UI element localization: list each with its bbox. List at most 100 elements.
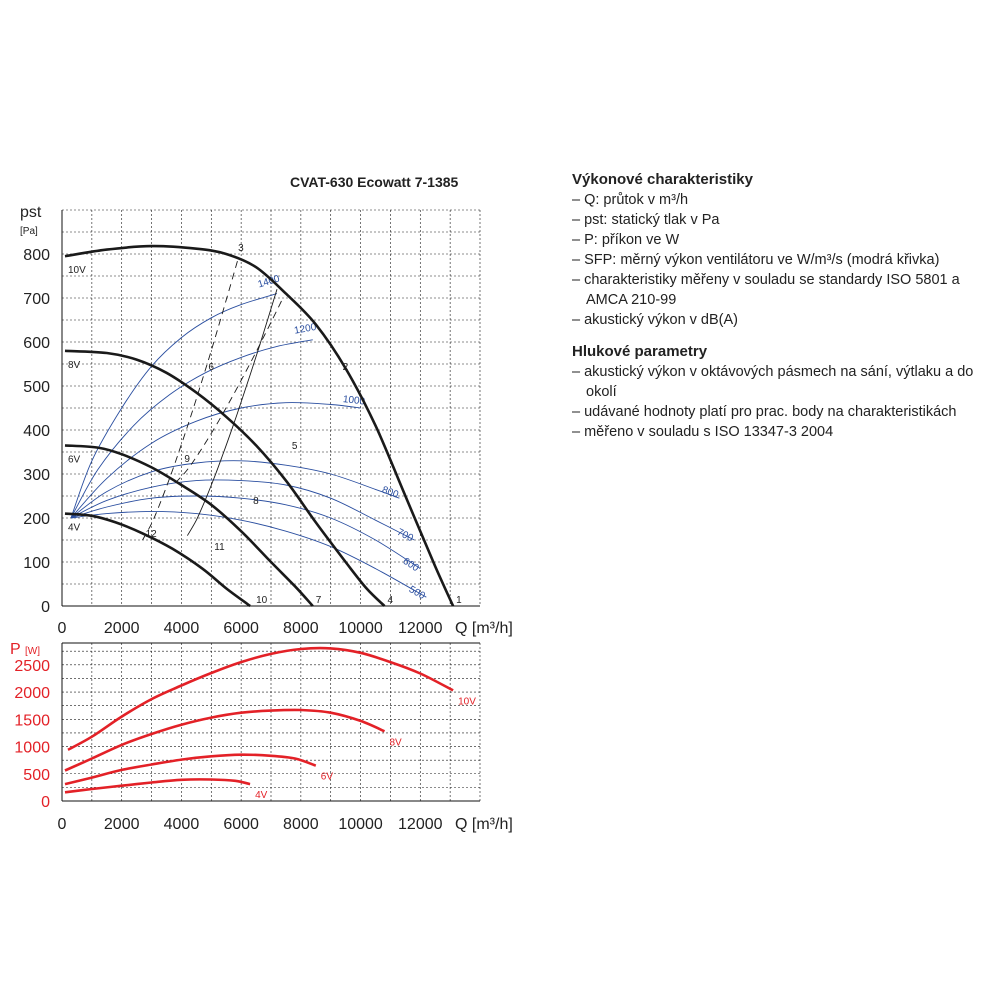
system-curve xyxy=(175,297,284,484)
sfp-label: 700 xyxy=(395,527,415,545)
x-axis-label: Q [m³/h] xyxy=(455,620,513,637)
y-axis-label: P xyxy=(10,641,21,658)
x-tick-label: 12000 xyxy=(398,816,443,833)
legend-item: udávané hodnoty platí pro prac. body na … xyxy=(572,402,992,422)
y-tick-label: 300 xyxy=(23,467,50,484)
y-axis-label: pst xyxy=(20,204,42,221)
pressure-grid xyxy=(61,209,481,607)
pressure-curve-8V xyxy=(64,349,386,607)
y-tick-label: 1500 xyxy=(14,712,50,729)
sfp-label: 1200 xyxy=(293,322,317,337)
power-curve-label: 8V xyxy=(389,737,402,748)
legend-item: Q: průtok v m³/h xyxy=(572,190,992,210)
legend-list-noise: akustický výkon v oktávových pásmech na … xyxy=(572,362,992,442)
sfp-curve-1400 xyxy=(70,293,278,519)
operating-point-label: 8 xyxy=(253,496,259,507)
y-tick-label: 2000 xyxy=(14,685,50,702)
legend-item: akustický výkon v dB(A) xyxy=(572,310,992,330)
x-tick-label: 6000 xyxy=(223,816,259,833)
pressure-labels: 10V 8V 6V 4V xyxy=(68,265,86,533)
operating-point-label: 10 xyxy=(256,595,268,606)
sfp-curve-600 xyxy=(70,495,421,569)
power-chart: 10V 8V 6V 4V 0 500 1000 1500 2000 2500 0 2000 4000 6… xyxy=(10,641,513,833)
sfp-curve-800 xyxy=(70,460,400,519)
sfp-curve-1000 xyxy=(70,402,361,519)
x-tick-label: 0 xyxy=(58,816,67,833)
sfp-curve-500 xyxy=(70,510,427,598)
sfp-curve-700 xyxy=(70,479,415,541)
y-tick-label: 400 xyxy=(23,423,50,440)
x-tick-label: 4000 xyxy=(164,620,200,637)
y-axis-unit: [Pa] xyxy=(20,226,38,237)
power-curve-6V xyxy=(64,753,317,786)
chart-title: CVAT-630 Ecowatt 7-1385 xyxy=(290,174,459,190)
legend-section-title-noise: Hlukové parametry xyxy=(572,343,708,360)
x-tick-label: 8000 xyxy=(283,620,319,637)
x-tick-label: 4000 xyxy=(164,816,200,833)
sfp-label: 1400 xyxy=(257,273,282,290)
sfp-label: 600 xyxy=(401,556,421,574)
power-curve-10V xyxy=(67,646,454,751)
x-tick-label: 6000 xyxy=(223,620,259,637)
y-tick-label: 1000 xyxy=(14,740,50,757)
operating-point-label: 11 xyxy=(214,542,225,553)
y-tick-label: 800 xyxy=(23,247,50,264)
y-axis-unit: [W] xyxy=(25,646,40,657)
system-curve xyxy=(142,258,239,541)
pressure-curve-6V xyxy=(64,444,314,607)
legend-panel: Výkonové charakteristiky Q: průtok v m³/… xyxy=(572,170,992,454)
pressure-curve-label: 6V xyxy=(68,454,81,465)
power-curve-label: 10V xyxy=(458,696,476,707)
pressure-curve-label: 4V xyxy=(68,523,81,534)
system-curve xyxy=(187,289,278,536)
power-curve-8V xyxy=(64,708,386,772)
y-tick-label: 500 xyxy=(23,379,50,396)
x-tick-label: 8000 xyxy=(283,816,319,833)
y-tick-label: 600 xyxy=(23,335,50,352)
operating-point-label: 3 xyxy=(238,243,244,254)
operating-point-label: 12 xyxy=(146,529,158,540)
power-curve-4V xyxy=(64,778,251,794)
y-tick-label: 0 xyxy=(41,599,50,616)
legend-list-performance: Q: průtok v m³/h pst: statický tlak v Pa… xyxy=(572,190,992,330)
x-tick-label: 12000 xyxy=(398,620,443,637)
operating-point-label: 9 xyxy=(184,454,190,465)
pressure-curve-label: 8V xyxy=(68,360,81,371)
x-tick-label: 2000 xyxy=(104,816,140,833)
x-tick-label: 2000 xyxy=(104,620,140,637)
y-tick-label: 0 xyxy=(41,794,50,811)
legend-item: P: příkon ve W xyxy=(572,230,992,250)
power-labels: 10V 8V 6V 4V xyxy=(255,696,476,801)
y-tick-label: 200 xyxy=(23,511,50,528)
x-tick-label: 10000 xyxy=(338,620,383,637)
legend-item: akustický výkon v oktávových pásmech na … xyxy=(572,362,992,402)
power-curves xyxy=(64,646,454,794)
power-grid xyxy=(61,643,481,802)
legend-item: pst: statický tlak v Pa xyxy=(572,210,992,230)
y-tick-label: 700 xyxy=(23,291,50,308)
pressure-curves xyxy=(64,244,455,608)
y-tick-label: 500 xyxy=(23,767,50,784)
sfp-label: 800 xyxy=(380,485,400,501)
x-tick-label: 0 xyxy=(58,620,67,637)
operating-point-label: 1 xyxy=(456,595,462,606)
power-curve-label: 4V xyxy=(255,790,268,801)
y-tick-label: 2500 xyxy=(14,658,50,675)
pressure-curve-label: 10V xyxy=(68,265,86,276)
operating-point-label: 5 xyxy=(292,441,298,452)
pressure-curve-4V xyxy=(64,512,251,608)
legend-item: charakteristiky měřeny v souladu se stan… xyxy=(572,270,992,310)
operating-point-label: 6 xyxy=(208,362,214,373)
x-tick-label: 10000 xyxy=(338,816,383,833)
x-axis-label: Q [m³/h] xyxy=(455,816,513,833)
pressure-curve-10V xyxy=(64,244,455,607)
operating-point-label: 4 xyxy=(387,595,393,606)
legend-item: měřeno v souladu s ISO 13347-3 2004 xyxy=(572,422,992,442)
y-tick-label: 100 xyxy=(23,555,50,572)
sfp-label: 500 xyxy=(407,584,427,602)
sfp-label: 1000 xyxy=(342,394,366,408)
legend-item: SFP: měrný výkon ventilátoru ve W/m³/s (… xyxy=(572,250,992,270)
